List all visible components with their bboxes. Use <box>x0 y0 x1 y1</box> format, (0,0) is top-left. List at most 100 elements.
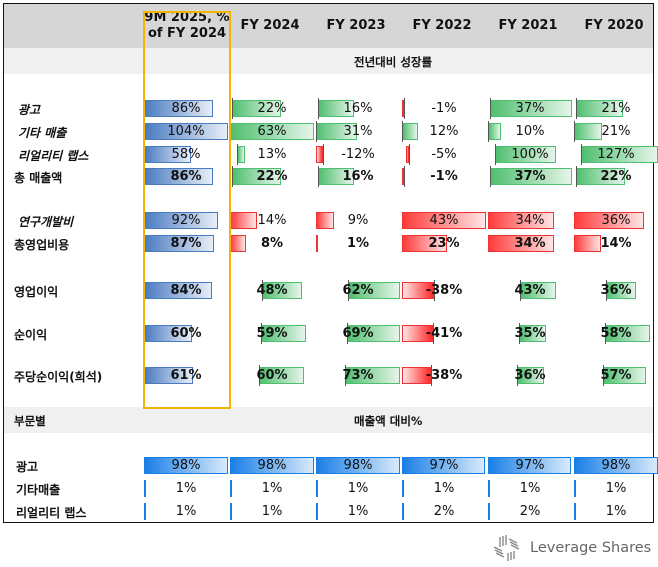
data-cell: -38% <box>402 280 486 301</box>
value-bar <box>402 282 434 299</box>
section2-label: 부문별 <box>14 414 46 428</box>
data-cell: 97% <box>402 457 486 474</box>
column-header: FY 2021 <box>498 18 558 33</box>
value-label: -41% <box>425 326 463 341</box>
data-cell: 22% <box>230 98 314 119</box>
zero-axis <box>490 166 492 187</box>
data-cell: 34% <box>488 212 572 229</box>
value-bar <box>574 212 645 229</box>
data-cell: 62% <box>316 280 400 301</box>
zero-axis <box>576 166 578 187</box>
row-label: 기타 매출 <box>18 126 67 140</box>
value-label: 61% <box>170 368 202 383</box>
data-cell: 1% <box>574 503 658 520</box>
value-label: 100% <box>511 147 549 162</box>
value-label: 2% <box>519 504 541 519</box>
data-cell: 23% <box>402 235 486 252</box>
row-label: 주당순이익(희석) <box>14 370 103 384</box>
value-label: 9% <box>347 213 369 228</box>
data-cell: 97% <box>488 457 572 474</box>
data-cell: 60% <box>230 365 314 386</box>
leverage-shares-logo-icon <box>493 535 520 561</box>
value-label: 34% <box>515 213 545 228</box>
value-label: 59% <box>256 326 288 341</box>
value-label: 12% <box>429 124 459 139</box>
data-cell: 1% <box>230 503 314 520</box>
zero-axis <box>404 98 406 119</box>
data-cell: 34% <box>488 235 572 252</box>
value-bar <box>402 480 404 497</box>
data-cell: 1% <box>144 503 228 520</box>
row-label: 기타매출 <box>16 483 61 497</box>
zero-axis <box>404 166 406 187</box>
zero-axis <box>402 121 403 142</box>
column-header: 9M 2025, % of FY 2024 <box>144 10 230 41</box>
data-cell: 37% <box>488 166 572 187</box>
value-label: 21% <box>601 101 631 116</box>
value-label: 1% <box>261 481 283 496</box>
value-label: 98% <box>601 458 631 473</box>
zero-axis <box>261 323 263 344</box>
value-bar <box>406 146 410 163</box>
value-label: 48% <box>256 283 288 298</box>
data-cell: 98% <box>144 457 228 474</box>
value-label: 34% <box>514 236 546 251</box>
data-cell: 48% <box>230 280 314 301</box>
value-bar <box>316 146 324 163</box>
data-cell: 21% <box>574 98 658 119</box>
value-label: 8% <box>260 236 284 251</box>
zero-axis <box>516 365 518 386</box>
value-label: 37% <box>514 169 546 184</box>
data-cell: 10% <box>488 121 572 142</box>
data-cell: 98% <box>316 457 400 474</box>
value-label: 13% <box>257 147 287 162</box>
value-label: 60% <box>170 326 202 341</box>
value-label: 36% <box>514 368 546 383</box>
value-bar <box>144 480 146 497</box>
value-label: 1% <box>175 481 197 496</box>
data-cell: 57% <box>574 365 658 386</box>
data-cell: 100% <box>488 144 572 165</box>
data-cell: 9% <box>316 212 400 229</box>
zero-axis <box>232 166 234 187</box>
value-label: 1% <box>605 481 627 496</box>
value-label: 58% <box>171 147 201 162</box>
data-cell: 22% <box>230 166 314 187</box>
value-label: 1% <box>347 481 369 496</box>
row-label: 광고 <box>16 460 39 474</box>
value-label: 104% <box>167 124 205 139</box>
value-bar <box>144 457 228 474</box>
value-bar <box>488 503 490 520</box>
data-cell: 86% <box>144 100 228 117</box>
value-label: -1% <box>431 101 457 116</box>
data-cell: 60% <box>144 325 228 342</box>
metrics-table: 전년대비 성장률 부문별 매출액 대비% 9M 2025, % of FY 202… <box>3 3 658 523</box>
value-label: -12% <box>341 147 375 162</box>
data-cell: 86% <box>144 168 228 185</box>
zero-axis <box>433 280 435 301</box>
data-cell: 58% <box>144 146 228 163</box>
value-label: 1% <box>175 504 197 519</box>
value-bar <box>402 100 405 117</box>
value-label: -1% <box>430 169 458 184</box>
value-label: 1% <box>433 481 455 496</box>
value-label: 21% <box>601 124 631 139</box>
zero-axis <box>519 323 521 344</box>
data-cell: 36% <box>488 365 572 386</box>
value-label: 36% <box>601 213 631 228</box>
data-cell: 22% <box>574 166 658 187</box>
data-cell: -1% <box>402 98 486 119</box>
value-label: 36% <box>600 283 632 298</box>
row-label: 연구개발비 <box>18 215 74 229</box>
data-cell: 73% <box>316 365 400 386</box>
value-label: 97% <box>515 458 545 473</box>
value-label: 58% <box>600 326 632 341</box>
value-label: 86% <box>170 169 202 184</box>
value-label: 98% <box>257 458 287 473</box>
zero-axis <box>430 365 432 386</box>
section2-band <box>4 407 653 433</box>
data-cell: 59% <box>230 323 314 344</box>
zero-axis <box>318 98 320 119</box>
value-bar <box>402 168 405 185</box>
value-label: 1% <box>347 504 369 519</box>
